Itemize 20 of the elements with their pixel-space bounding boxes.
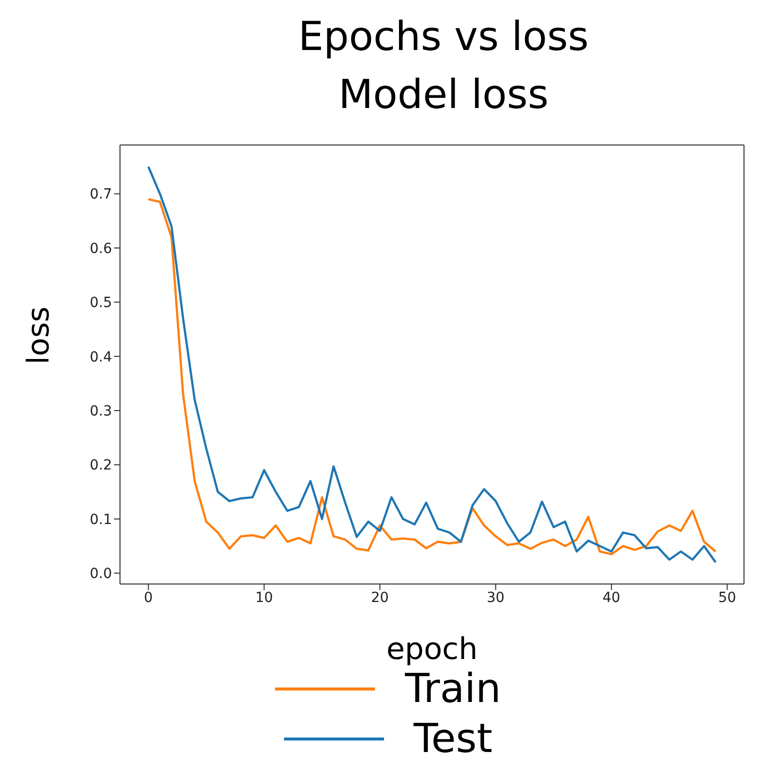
y-tick-label: 0.5: [90, 295, 112, 312]
y-tick-label: 0.1: [90, 512, 112, 528]
chart-title: Epochs vs loss: [297, 13, 590, 62]
chart-subtitle: Model loss: [337, 71, 550, 120]
x-tick-label: 40: [602, 590, 620, 606]
x-axis-title: epoch: [386, 632, 478, 667]
x-tick-label: 30: [486, 590, 505, 606]
y-axis-title: loss: [22, 306, 57, 364]
y-tick-label: 0.3: [90, 404, 112, 420]
legend-label: Train: [405, 666, 501, 712]
x-tick-label: 10: [255, 590, 274, 606]
y-tick-label: 0.4: [90, 349, 112, 366]
y-tick-label: 0.0: [90, 566, 112, 582]
y-tick-label: 0.6: [90, 240, 112, 257]
legend-label: Test: [414, 716, 492, 762]
y-tick-label: 0.2: [90, 458, 112, 474]
x-tick-label: 20: [370, 590, 389, 606]
x-tick-label: 0: [144, 590, 153, 606]
x-tick-label: 50: [718, 590, 736, 606]
y-tick-label: 0.7: [90, 186, 112, 203]
